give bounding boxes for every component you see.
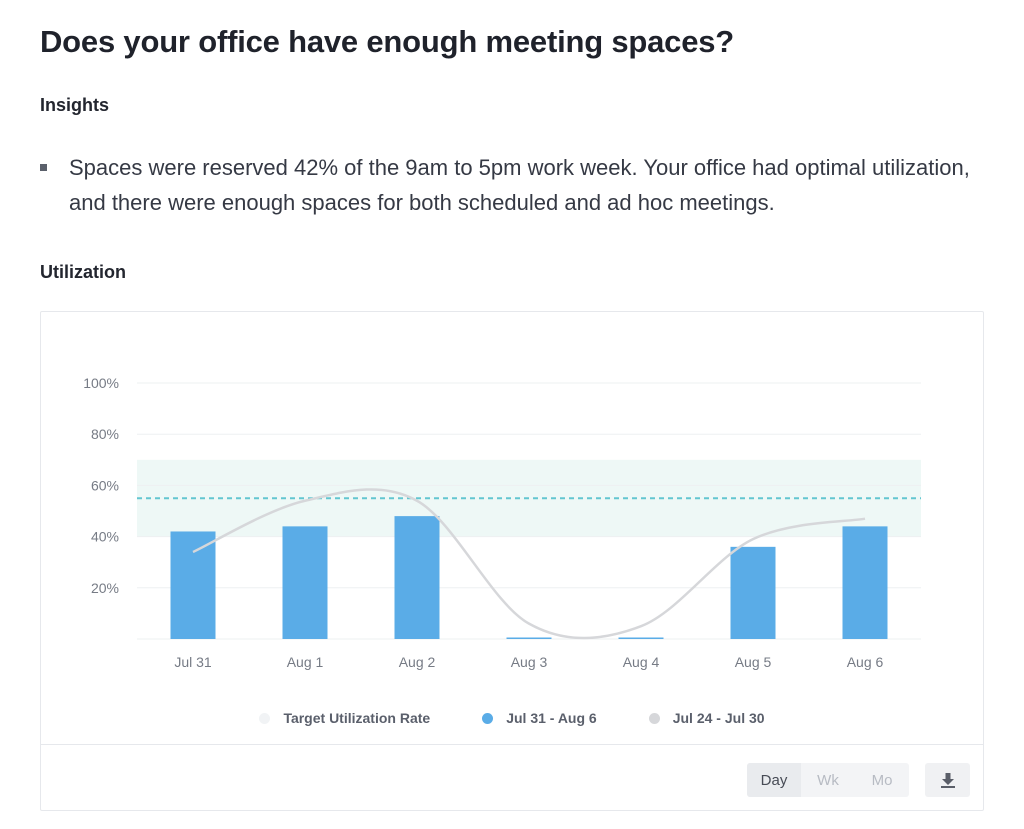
y-tick-label: 80% xyxy=(91,426,119,442)
toggle-week-button[interactable]: Wk xyxy=(801,763,855,797)
insight-item: Spaces were reserved 42% of the 9am to 5… xyxy=(40,150,980,220)
download-button[interactable] xyxy=(925,763,970,797)
y-tick-label: 60% xyxy=(91,477,119,493)
utilization-chart-card: 20% 40% 60% 80% 100% Jul 31 Aug 1 Aug 2 Aug 3 Aug… xyxy=(40,311,984,811)
bar xyxy=(618,637,664,639)
toggle-month-button[interactable]: Mo xyxy=(855,763,909,797)
x-tick-label: Aug 3 xyxy=(511,654,548,670)
legend-label: Target Utilization Rate xyxy=(283,710,431,726)
bar xyxy=(394,516,440,639)
legend-label: Jul 24 - Jul 30 xyxy=(672,710,765,726)
legend-label: Jul 31 - Aug 6 xyxy=(506,710,597,726)
card-divider xyxy=(41,744,983,745)
legend-item-previous-period[interactable]: Jul 24 - Jul 30 xyxy=(648,710,765,726)
legend-dot-icon xyxy=(259,712,271,724)
x-tick-label: Aug 2 xyxy=(399,654,436,670)
x-tick-label: Aug 5 xyxy=(735,654,772,670)
insight-text: Spaces were reserved 42% of the 9am to 5… xyxy=(69,155,970,215)
utilization-chart: 20% 40% 60% 80% 100% Jul 31 Aug 1 Aug 2 Aug 3 Aug… xyxy=(83,375,921,670)
insights-list: Spaces were reserved 42% of the 9am to 5… xyxy=(40,150,980,220)
bar xyxy=(506,637,552,639)
toggle-day-button[interactable]: Day xyxy=(747,763,801,797)
page-title: Does your office have enough meeting spa… xyxy=(40,24,735,59)
y-tick-label: 100% xyxy=(83,375,119,391)
bar xyxy=(842,526,888,639)
chart-legend: Target Utilization Rate Jul 31 - Aug 6 J… xyxy=(41,710,983,726)
legend-dot-icon xyxy=(648,712,660,724)
bar xyxy=(170,531,216,639)
utilization-heading: Utilization xyxy=(40,262,126,282)
bar xyxy=(730,546,776,639)
x-tick-label: Aug 4 xyxy=(623,654,660,670)
y-tick-label: 40% xyxy=(91,529,119,545)
comparison-line xyxy=(192,488,866,640)
insights-heading: Insights xyxy=(40,95,110,115)
legend-item-target-utilization-rate[interactable]: Target Utilization Rate xyxy=(259,710,430,726)
y-tick-label: 20% xyxy=(91,580,119,596)
x-tick-label: Aug 1 xyxy=(287,654,324,670)
x-tick-label: Jul 31 xyxy=(174,654,212,670)
legend-item-current-period[interactable]: Jul 31 - Aug 6 xyxy=(482,710,597,726)
granularity-toggle: Day Wk Mo xyxy=(747,763,909,797)
legend-dot-icon xyxy=(482,712,494,724)
bar xyxy=(282,526,328,639)
download-icon xyxy=(940,772,955,788)
square-bullet-icon xyxy=(40,164,47,171)
x-tick-label: Aug 6 xyxy=(847,654,884,670)
